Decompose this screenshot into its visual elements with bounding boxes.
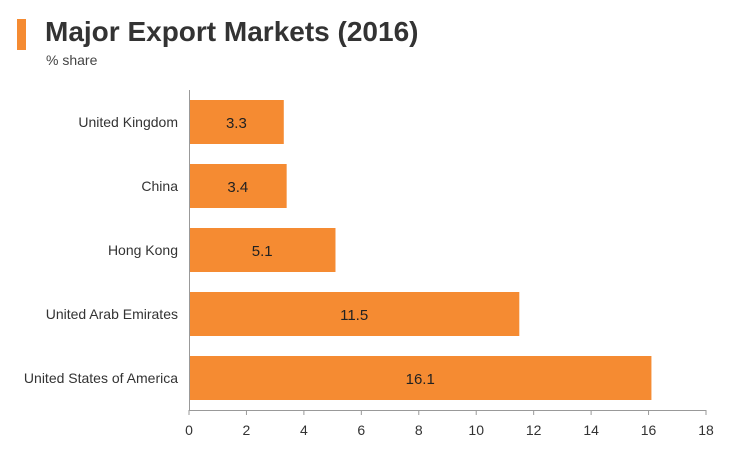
x-tick-label-2: 4 [300,422,308,438]
bar-4 [190,356,652,400]
value-label-3: 11.5 [340,307,368,324]
x-tick-label-5: 10 [468,422,484,438]
title-accent-bar [17,19,26,50]
x-tick-label-8: 16 [641,422,657,438]
category-label-4: United States of America [24,370,178,386]
bar-1 [190,164,287,208]
x-tick-label-1: 2 [243,422,251,438]
x-tick-label-3: 6 [357,422,365,438]
x-tick-label-6: 12 [526,422,542,438]
chart-title: Major Export Markets (2016) [45,16,419,47]
value-label-4: 16.1 [406,371,435,388]
category-label-1: China [141,178,178,194]
value-label-0: 3.3 [226,115,247,132]
bar-0 [190,100,284,144]
value-label-2: 5.1 [252,243,273,260]
x-tick-label-7: 14 [583,422,599,438]
category-label-3: United Arab Emirates [46,306,178,322]
bar-2 [190,228,336,272]
category-label-2: Hong Kong [108,242,178,258]
x-tick-label-4: 8 [415,422,423,438]
bar-3 [190,292,520,336]
category-label-0: United Kingdom [78,114,178,130]
chart-subtitle: % share [46,52,98,68]
value-label-1: 3.4 [227,179,248,196]
x-tick-label-9: 18 [698,422,714,438]
x-tick-label-0: 0 [185,422,193,438]
